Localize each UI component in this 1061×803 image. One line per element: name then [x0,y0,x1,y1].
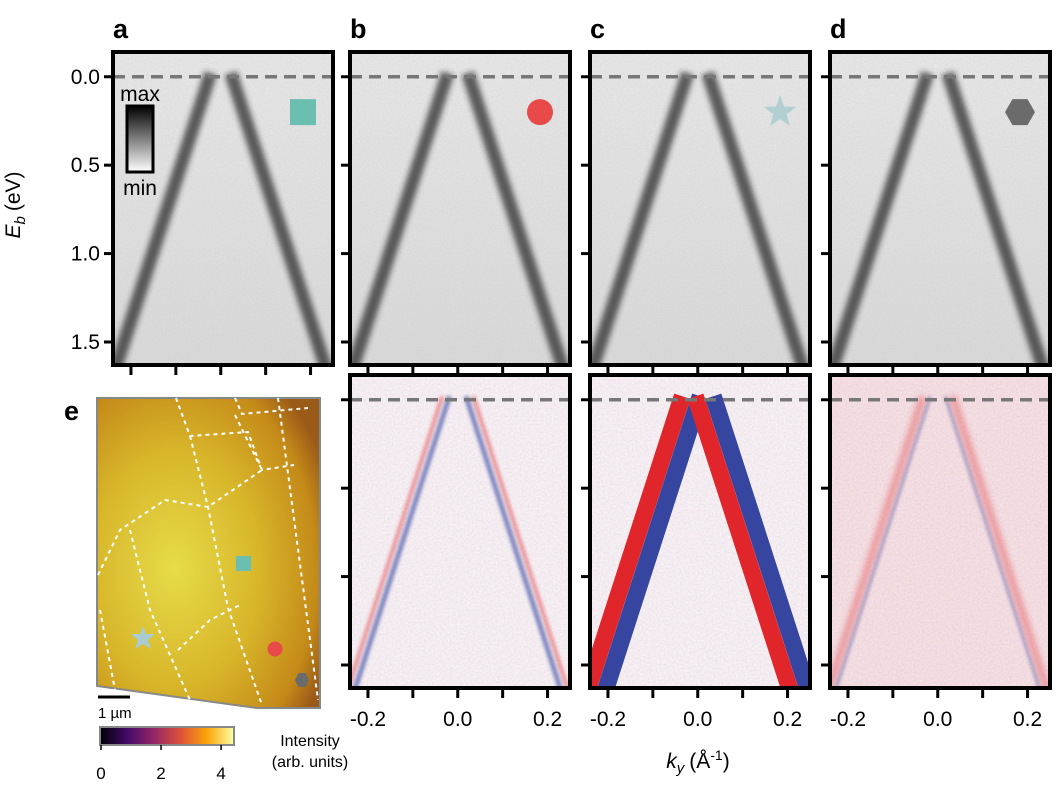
arpes-panel: b [341,14,572,375]
panel-frame [111,50,335,367]
y-label-symbol: E [2,224,25,239]
band [701,71,809,365]
x-tick-label: 0.2 [533,708,562,731]
band [830,71,934,365]
band [590,393,691,688]
colorbar-min: min [123,177,157,200]
x-tick-label: 0.0 [683,708,712,731]
spectrum-image [830,375,1050,688]
band [352,395,452,688]
spatial-map: 1 µm Intensity (arb. units) [96,397,348,771]
panel-frame [828,50,1052,367]
spectrum-image [350,52,570,365]
marker-star [763,95,797,126]
domain-boundaries [97,397,319,706]
marker-hexagon [295,673,309,687]
map-image [96,397,321,709]
panel-label: d [830,14,847,44]
band [350,395,445,688]
band [224,71,332,365]
x-tick-label: -0.2 [350,708,386,731]
marker-circle [267,641,283,657]
noise [830,52,1050,365]
y-tick-label: 0.5 [71,154,100,177]
arpes-panel: -0.2 0.0 0.2 [341,373,572,731]
intensity-scale: max min [120,83,160,200]
band [471,395,570,688]
tint [830,375,1050,688]
y-tick-label: 1.0 [71,243,100,266]
panel-frame [348,373,572,690]
band [461,71,569,365]
x-tick-label: 0.0 [443,708,472,731]
x-tick-label: -0.2 [590,708,626,731]
y-tick-label: 1.5 [71,331,100,354]
marker-square [290,99,316,126]
band [113,71,217,365]
spectrum-image [590,375,810,688]
marker-star [131,626,155,649]
colorbar-tick-label: 4 [216,764,225,783]
panel-label: b [350,14,367,44]
y-tick-label: 0.0 [71,66,100,89]
y-label-sub: b [12,216,29,224]
panel-frame [588,50,812,367]
band [941,71,1049,365]
colorbar-tick-label: 2 [156,764,165,783]
band [705,393,810,688]
band [948,394,1050,688]
band [463,395,563,688]
colorbar-tick-label: 0 [96,764,105,783]
arpes-panel: -0.2 0.0 0.2 [581,373,812,731]
x-tick-label: 0.2 [773,708,802,731]
panel-frame [348,50,572,367]
arpes-panel: d [821,14,1052,375]
gray-colorbar [125,104,155,174]
noise [830,375,1050,688]
x-label-unit: (Å [689,750,710,773]
panel-frame [588,373,812,690]
band [350,71,454,365]
panel-label: e [64,396,79,426]
band [597,393,709,688]
x-label-symbol: k [666,750,678,773]
x-label-sub: y [676,760,686,777]
noise [590,52,810,365]
x-axis-label: ky (Å-1) [666,747,729,777]
y-label-unit: (eV) [2,171,25,211]
band [830,394,927,688]
noise [350,52,570,365]
band [590,71,694,365]
marker-circle [527,99,553,126]
band [687,393,799,688]
x-tick-label: 0.2 [1013,708,1042,731]
arpes-panel: -0.2 0.0 0.2 [821,373,1052,731]
arpes-panel: a 0.0 0.5 1.0 1.5 [71,14,335,375]
spectrum-image [590,52,810,365]
panel-label: c [590,14,605,44]
arpes-panel: c [581,14,812,375]
y-axis-label: Eb (eV) [2,171,29,238]
colorbar-max: max [120,83,160,106]
colorbar-label: (arb. units) [272,754,348,771]
panel-frame [828,373,1052,690]
panel-label: a [113,14,129,44]
map-colorbar [99,726,235,746]
x-label-sup: -1 [710,747,723,763]
marker-square [236,556,251,571]
band [834,395,932,688]
colorbar-label: Intensity [280,733,340,750]
x-label-unit-close: ) [723,750,730,773]
noise [350,375,570,688]
x-tick-label: 0.0 [923,708,952,731]
spectrum-image [350,375,570,688]
marker-hexagon [1005,99,1035,126]
x-tick-label: -0.2 [830,708,866,731]
scale-bar-label: 1 µm [98,705,132,722]
band [943,395,1041,688]
